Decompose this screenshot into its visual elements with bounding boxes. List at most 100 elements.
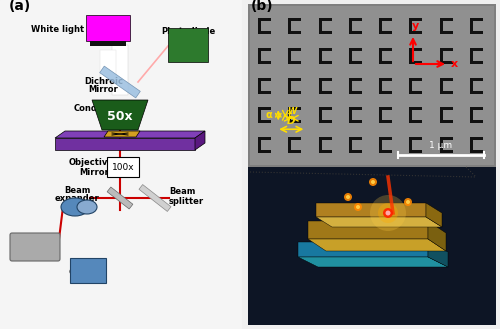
Bar [258, 150, 271, 153]
Bar [470, 31, 483, 34]
Bar [379, 137, 392, 140]
Circle shape [406, 200, 410, 204]
Bar [349, 137, 362, 140]
Bar [410, 18, 422, 21]
Bar [288, 78, 302, 81]
Bar [250, 6, 494, 165]
Bar [349, 18, 362, 21]
Bar [318, 31, 332, 34]
Bar [248, 167, 496, 325]
Bar [0, 0, 242, 329]
Bar [470, 120, 483, 123]
Bar [242, 0, 500, 329]
Text: 100x: 100x [112, 163, 134, 171]
Polygon shape [426, 203, 442, 227]
Bar [258, 107, 271, 110]
Bar [440, 48, 442, 64]
Text: Beam: Beam [64, 186, 90, 195]
Bar [379, 18, 382, 34]
Circle shape [369, 178, 377, 186]
Bar [379, 31, 392, 34]
Bar [410, 107, 412, 123]
Text: expander: expander [54, 194, 100, 203]
Bar [288, 48, 292, 64]
Bar [470, 150, 483, 153]
Circle shape [344, 193, 352, 201]
Bar [349, 48, 362, 51]
Bar [379, 137, 382, 153]
Text: Condenser: Condenser [74, 104, 124, 113]
Bar [379, 150, 392, 153]
Bar [349, 48, 352, 64]
Bar [470, 48, 473, 64]
Text: x: x [451, 59, 458, 69]
Bar [318, 107, 332, 110]
Circle shape [383, 208, 393, 218]
Bar [258, 90, 271, 93]
Polygon shape [428, 242, 448, 267]
Polygon shape [195, 131, 205, 150]
Bar [410, 137, 412, 153]
Bar [440, 18, 442, 34]
Polygon shape [316, 217, 442, 227]
Text: t: t [288, 111, 292, 120]
Text: α: α [266, 110, 272, 120]
Bar [349, 18, 352, 34]
Polygon shape [92, 100, 148, 130]
Circle shape [356, 205, 360, 209]
Bar [258, 31, 271, 34]
Polygon shape [104, 131, 140, 137]
Bar [258, 137, 261, 153]
Bar [440, 78, 452, 81]
Bar [470, 61, 483, 64]
Bar [318, 137, 322, 153]
Bar [470, 48, 483, 51]
Bar [318, 48, 332, 51]
Bar [440, 137, 442, 153]
Text: Photodiode: Photodiode [161, 27, 215, 36]
Bar [100, 50, 116, 80]
Bar [288, 107, 292, 123]
Bar [318, 61, 332, 64]
Bar [258, 48, 261, 64]
Bar [410, 31, 422, 34]
Bar [440, 90, 452, 93]
Bar [379, 48, 382, 64]
Bar [318, 78, 332, 81]
Bar [440, 18, 452, 21]
Bar [349, 137, 352, 153]
Text: y: y [412, 21, 418, 31]
Bar [470, 18, 473, 34]
Bar [55, 138, 195, 150]
Bar [470, 90, 483, 93]
Bar [410, 78, 422, 81]
Text: splitter: splitter [169, 197, 204, 206]
Bar [379, 18, 392, 21]
Bar [288, 137, 302, 140]
Text: Objective: Objective [69, 158, 114, 167]
Bar [379, 107, 382, 123]
Bar [258, 78, 261, 93]
Bar [112, 45, 128, 95]
Bar [318, 107, 322, 123]
Bar [318, 18, 332, 21]
Circle shape [370, 195, 406, 231]
Circle shape [386, 211, 390, 215]
Bar [288, 120, 302, 123]
Bar [470, 78, 473, 93]
Text: Mirror: Mirror [88, 85, 118, 94]
Bar [258, 107, 261, 123]
Bar [410, 120, 422, 123]
Bar [410, 18, 412, 34]
Bar [258, 18, 271, 21]
Bar [288, 150, 302, 153]
Bar [440, 137, 452, 140]
Bar [410, 107, 422, 110]
Polygon shape [316, 203, 426, 217]
Polygon shape [428, 221, 446, 251]
Bar [470, 18, 483, 21]
Bar [440, 120, 452, 123]
Bar [288, 31, 302, 34]
Bar [470, 137, 473, 153]
Bar [379, 48, 392, 51]
